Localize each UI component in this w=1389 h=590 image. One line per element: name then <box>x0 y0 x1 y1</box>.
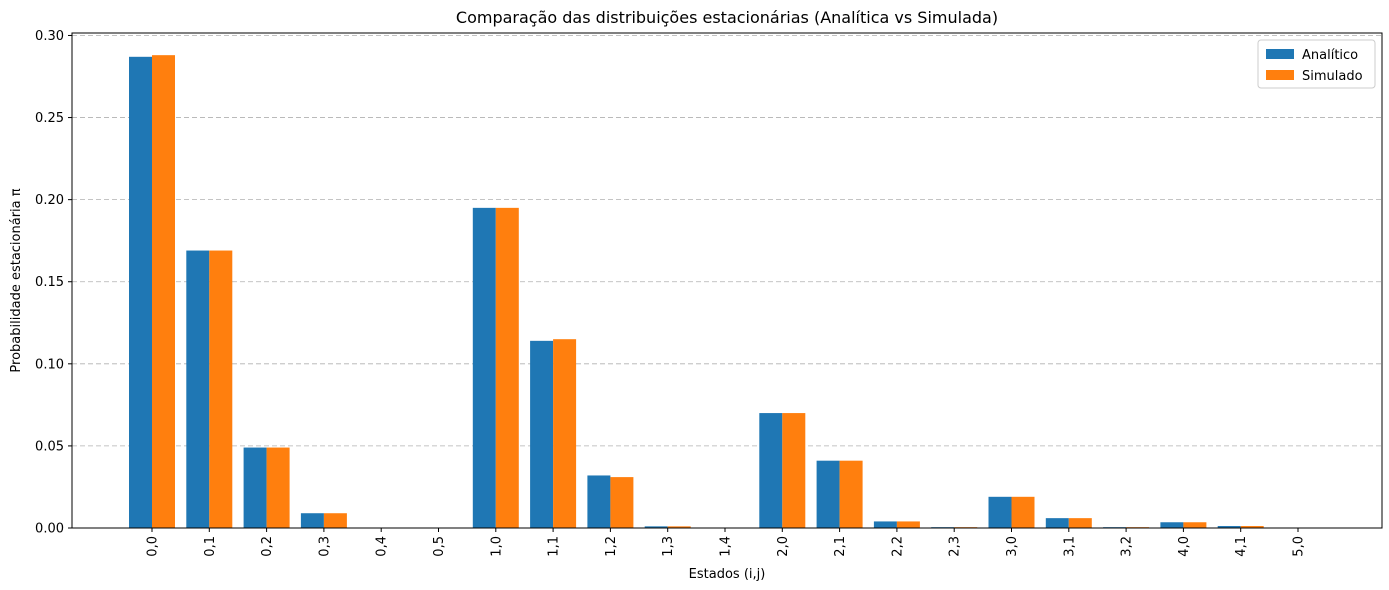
x-tick-label: 2,3 <box>948 536 963 557</box>
bar <box>129 56 152 528</box>
legend: Analítico Simulado <box>1257 39 1376 89</box>
x-tick-label: 0,2 <box>260 536 275 557</box>
y-tick-label: 0.10 <box>35 357 64 372</box>
x-tick-label: 0,4 <box>375 536 390 557</box>
bar <box>209 250 233 529</box>
y-tick-label: 0.05 <box>35 439 64 454</box>
bar <box>1160 522 1184 528</box>
x-tick-label: 4,0 <box>1177 536 1192 557</box>
plot-frame <box>71 32 1383 529</box>
bar <box>988 496 1012 528</box>
bar <box>873 521 897 528</box>
grid-lines <box>72 35 1382 447</box>
bar <box>300 513 324 528</box>
y-axis-label: Probabilidade estacionária π <box>9 188 24 372</box>
legend-label: Analítico <box>1302 48 1358 63</box>
y-axis-ticks: 0.00 0.05 0.10 0.15 0.20 0.25 0.30 <box>35 29 72 537</box>
x-tick-label: 0,5 <box>432 536 447 557</box>
y-tick-label: 0.15 <box>35 275 64 290</box>
bar <box>1183 522 1207 528</box>
x-tick-label: 5,0 <box>1292 536 1307 557</box>
x-tick-label: 1,2 <box>604 536 619 557</box>
bar <box>610 477 634 528</box>
x-tick-label: 2,2 <box>890 536 905 557</box>
bar <box>896 521 920 528</box>
bar <box>816 460 840 528</box>
bar <box>186 250 210 529</box>
x-axis-ticks: 0,0 0,1 0,2 0,3 0,4 0,5 1,0 1,1 1,2 1,3 1,4 2,0 2,1 2… <box>146 528 1307 557</box>
x-tick-label: 2,0 <box>776 536 791 557</box>
bar <box>530 340 554 528</box>
bar <box>667 526 691 528</box>
bar <box>323 513 347 528</box>
y-tick-label: 0.25 <box>35 111 64 126</box>
x-tick-label: 1,0 <box>489 536 504 557</box>
x-tick-label: 3,2 <box>1120 536 1135 557</box>
x-tick-label: 4,1 <box>1234 536 1249 557</box>
x-tick-label: 0,1 <box>203 536 218 557</box>
bar <box>495 207 519 528</box>
bar <box>553 339 577 528</box>
bar <box>1068 518 1092 528</box>
bar <box>1045 518 1069 528</box>
bar <box>782 413 806 528</box>
legend-items: Analítico Simulado <box>1266 48 1363 84</box>
bars <box>129 55 1321 529</box>
legend-swatch <box>1266 70 1294 80</box>
bar <box>839 460 863 528</box>
bar <box>472 207 496 528</box>
x-tick-label: 0,3 <box>317 536 332 557</box>
legend-swatch <box>1266 49 1294 59</box>
legend-label: Simulado <box>1302 69 1363 84</box>
x-tick-label: 3,0 <box>1005 536 1020 557</box>
x-tick-label: 0,0 <box>146 536 161 557</box>
x-tick-label: 2,1 <box>833 536 848 557</box>
x-tick-label: 1,1 <box>547 536 562 557</box>
bar <box>152 55 175 528</box>
x-tick-label: 1,4 <box>719 536 734 557</box>
y-tick-label: 0.00 <box>35 522 64 537</box>
bar <box>243 447 267 528</box>
bar <box>587 475 611 528</box>
bar <box>644 526 668 528</box>
chart-title: Comparação das distribuições estacionári… <box>456 8 998 27</box>
bar <box>759 413 783 528</box>
bar <box>1011 496 1035 528</box>
x-tick-label: 3,1 <box>1062 536 1077 557</box>
bar <box>1240 526 1264 528</box>
x-axis-label: Estados (i,j) <box>689 567 766 582</box>
y-tick-label: 0.30 <box>35 29 64 44</box>
bar <box>1217 526 1241 528</box>
y-tick-label: 0.20 <box>35 193 64 208</box>
x-tick-label: 1,3 <box>661 536 676 557</box>
bar <box>266 447 290 528</box>
